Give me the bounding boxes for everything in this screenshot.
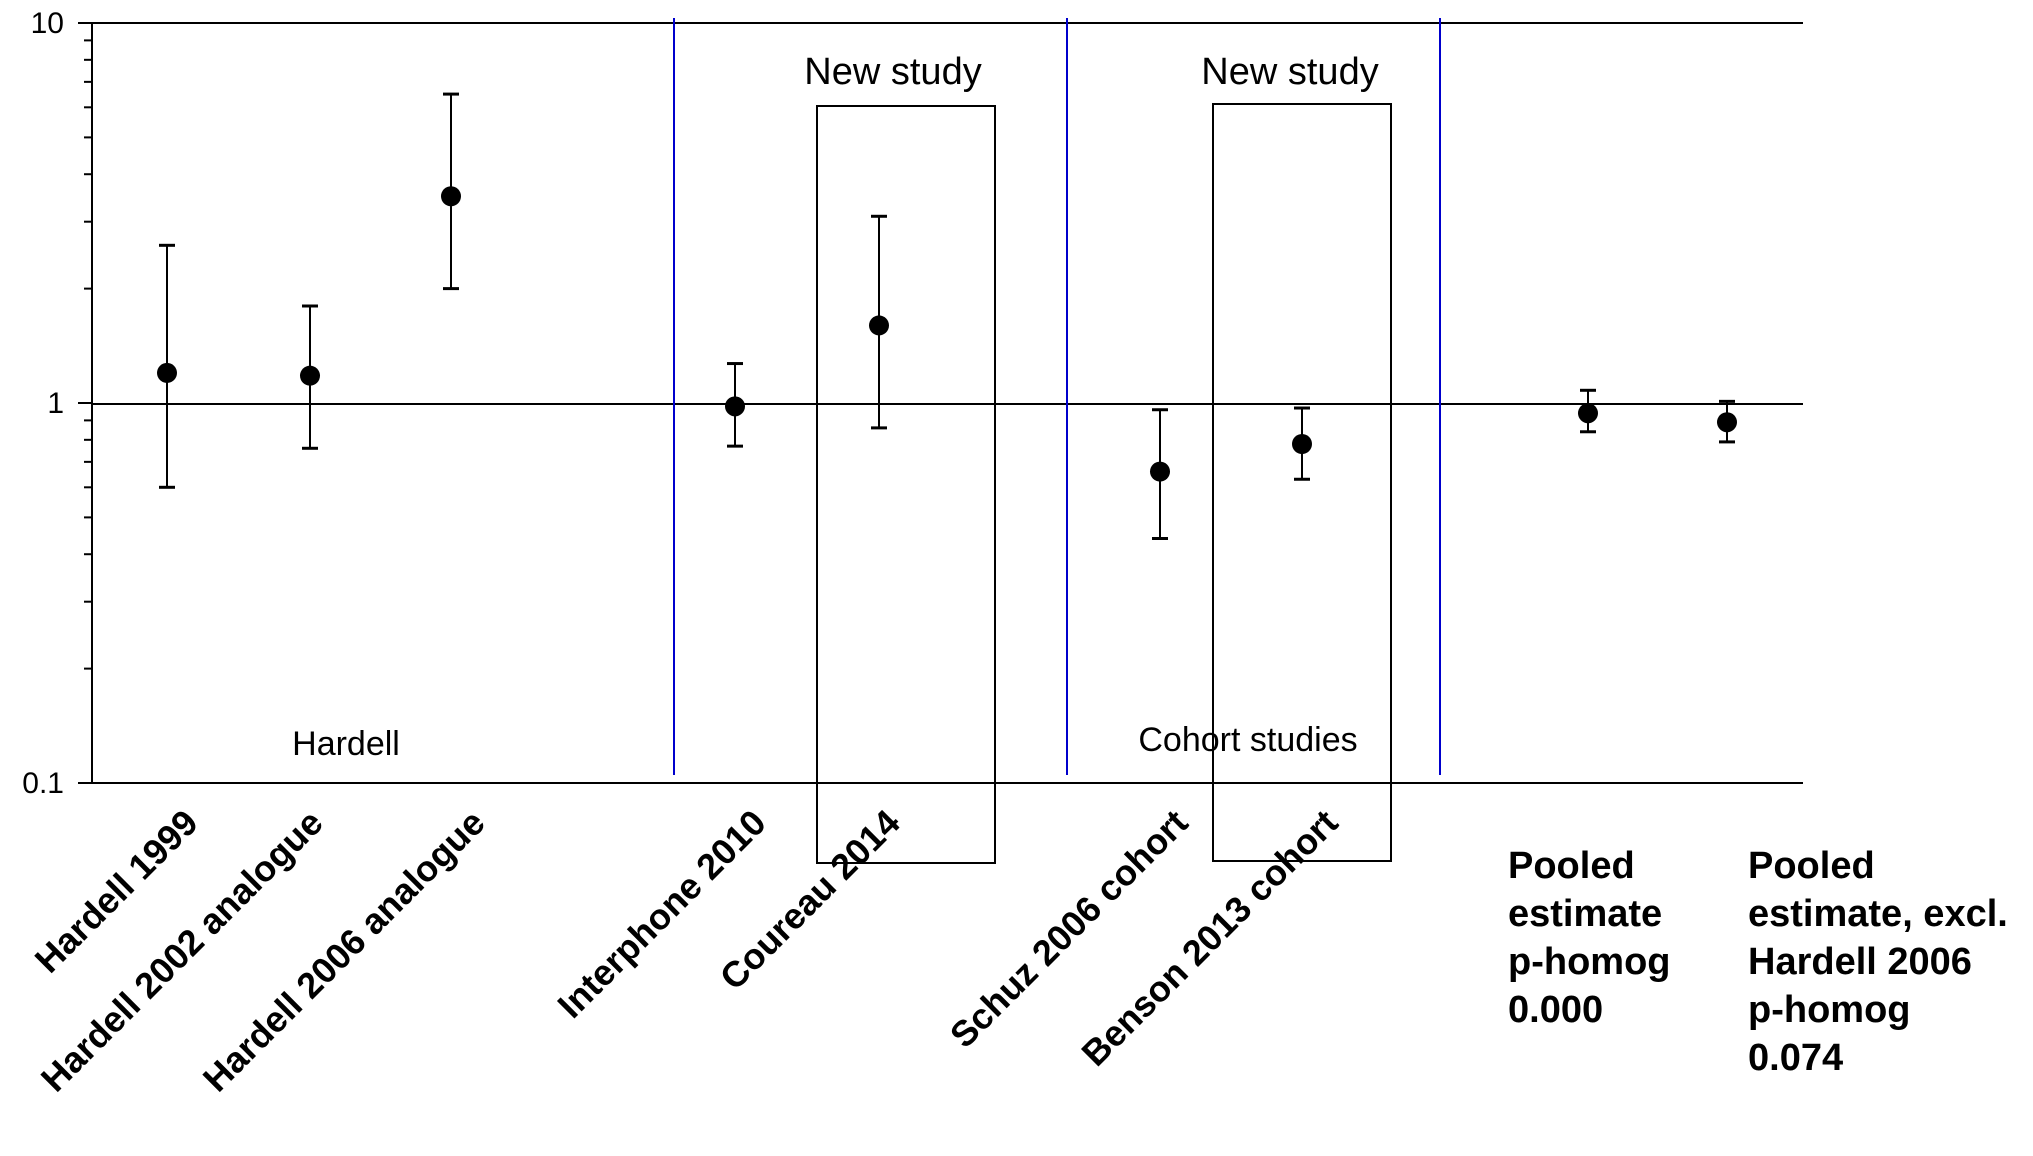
pooled-label-2: Pooled estimate, excl. Hardell 2006 p-ho… <box>1748 842 2008 1082</box>
pooled-label-line: Hardell 2006 <box>1748 941 1972 983</box>
pooled-label-line: Pooled <box>1748 845 1875 887</box>
point-estimate <box>300 365 320 386</box>
group-label-cohort: Cohort studies <box>1138 721 1357 759</box>
pooled-label-line: p-homog <box>1748 989 1911 1031</box>
point-estimate <box>1578 403 1598 424</box>
pooled-label-line: 0.000 <box>1508 989 1604 1031</box>
category-label: Benson 2013 cohort <box>1073 802 1345 1074</box>
new-study-label: New study <box>1201 51 1378 93</box>
pooled-label-line: estimate, excl. <box>1748 893 2008 935</box>
point-estimate <box>1150 461 1170 482</box>
pooled-label-1: Pooled estimate p-homog 0.000 <box>1508 842 1671 1034</box>
point-estimate <box>1717 412 1737 433</box>
group-label-hardell: Hardell <box>292 725 400 763</box>
y-tick-label: 10 <box>31 7 64 40</box>
y-tick-label: 0.1 <box>22 767 64 800</box>
pooled-label-line: 0.074 <box>1748 1037 1844 1079</box>
new-study-label: New study <box>804 51 981 93</box>
point-estimate <box>725 396 745 417</box>
new-study-box <box>816 105 996 864</box>
new-study-box <box>1212 103 1392 862</box>
point-estimate <box>441 186 461 207</box>
pooled-label-line: p-homog <box>1508 941 1671 983</box>
pooled-label-line: Pooled <box>1508 845 1635 887</box>
category-label: Hardell 2006 analogue <box>195 802 493 1100</box>
point-estimate <box>157 362 177 383</box>
y-tick-label: 1 <box>47 387 64 420</box>
point-estimate <box>869 315 889 336</box>
point-estimate <box>1292 434 1312 455</box>
pooled-label-line: estimate <box>1508 893 1663 935</box>
